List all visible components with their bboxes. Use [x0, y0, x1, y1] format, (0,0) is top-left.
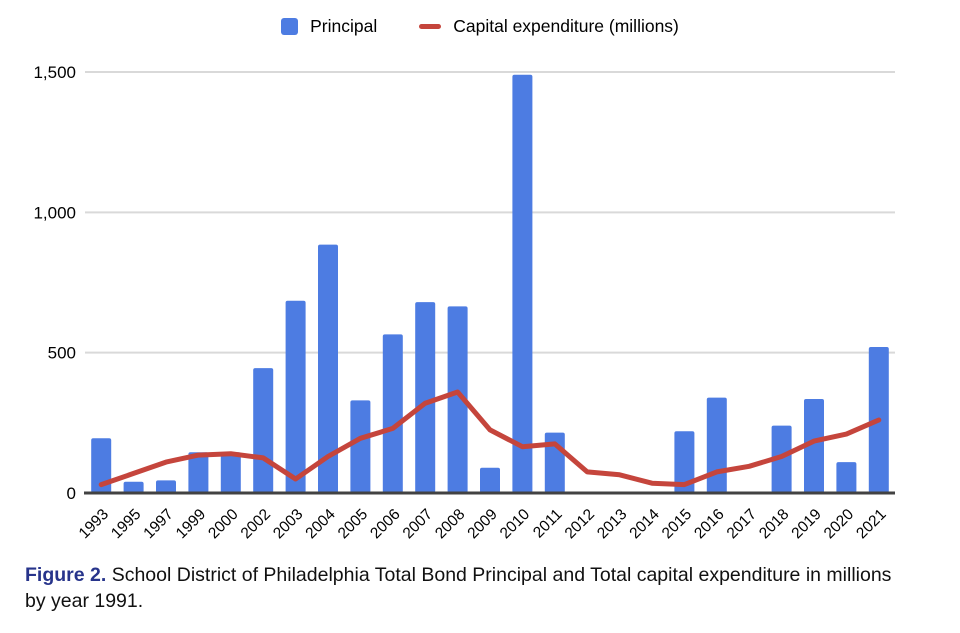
bar-2018	[771, 425, 792, 493]
bar-1993	[91, 438, 112, 493]
x-tick-label-2015: 2015	[659, 506, 695, 542]
bar-2019	[804, 398, 824, 493]
capital-expenditure-line	[98, 389, 882, 488]
x-tick-label-2020: 2020	[821, 506, 858, 543]
x-tick-label-1997: 1997	[140, 506, 176, 542]
figure-caption: Figure 2. School District of Philadelphi…	[25, 562, 932, 614]
x-tick-label-2010: 2010	[497, 506, 534, 543]
x-tick-label-1999: 1999	[173, 506, 209, 542]
bar-1995	[123, 481, 144, 493]
x-tick-label-2006: 2006	[367, 506, 403, 542]
x-tick-label-2019: 2019	[788, 506, 824, 542]
chart-svg: 05001,0001,50019931995199719992000200220…	[33, 63, 895, 543]
x-tick-label-1995: 1995	[108, 506, 144, 542]
x-tick-label-2002: 2002	[238, 506, 274, 542]
bar-2016	[706, 397, 727, 493]
x-tick-label-2016: 2016	[691, 506, 727, 542]
x-tick-label-2014: 2014	[626, 506, 663, 543]
bar-2004	[318, 244, 338, 493]
x-tick-label-2009: 2009	[464, 506, 500, 542]
caption-text-line2: by year 1991.	[25, 590, 144, 613]
bar-2008	[447, 306, 468, 493]
capex-line-swatch-icon	[419, 24, 442, 29]
legend-label-capital-expenditure: Capital expenditure (millions)	[453, 16, 679, 36]
y-tick-label-1500: 1,500	[33, 63, 76, 82]
bar-2015	[674, 431, 695, 493]
legend-item-principal: Principal	[281, 16, 377, 37]
x-tick-label-2003: 2003	[270, 506, 306, 542]
legend-item-capital-expenditure: Capital expenditure (millions)	[419, 16, 679, 37]
x-tick-label-2004: 2004	[302, 506, 339, 543]
bar-1997	[156, 480, 176, 493]
caption-figure-label: Figure 2.	[25, 564, 107, 586]
x-tick-label-2017: 2017	[724, 506, 760, 542]
bar-2003	[285, 300, 306, 493]
x-tick-label-2011: 2011	[530, 506, 566, 542]
y-tick-label-1000: 1,000	[33, 203, 76, 222]
caption-text-line1: School District of Philadelphia Total Bo…	[111, 564, 892, 586]
x-tick-label-1993: 1993	[76, 506, 112, 542]
principal-swatch-icon	[281, 18, 299, 35]
legend: Principal Capital expenditure (millions)	[0, 16, 960, 37]
bar-2005	[350, 400, 371, 493]
x-tick-label-2000: 2000	[205, 506, 242, 543]
y-tick-label-0: 0	[67, 484, 76, 503]
bar-2000	[220, 452, 241, 493]
bar-2002	[253, 368, 274, 493]
legend-label-principal: Principal	[310, 16, 378, 36]
x-tick-label-2005: 2005	[335, 506, 371, 542]
x-tick-label-2007: 2007	[400, 506, 436, 542]
bar-2007	[415, 302, 436, 493]
bar-2010	[512, 74, 533, 493]
bar-1999	[188, 452, 209, 493]
x-tick-label-2008: 2008	[432, 506, 468, 542]
x-tick-label-2021: 2021	[853, 506, 889, 542]
y-tick-label-500: 500	[48, 344, 76, 363]
x-tick-label-2013: 2013	[594, 506, 630, 542]
bar-2006	[382, 334, 403, 493]
bar-2020	[836, 462, 857, 493]
x-tick-label-2012: 2012	[562, 506, 598, 542]
bar-2009	[480, 467, 500, 493]
x-tick-label-2018: 2018	[756, 506, 792, 542]
